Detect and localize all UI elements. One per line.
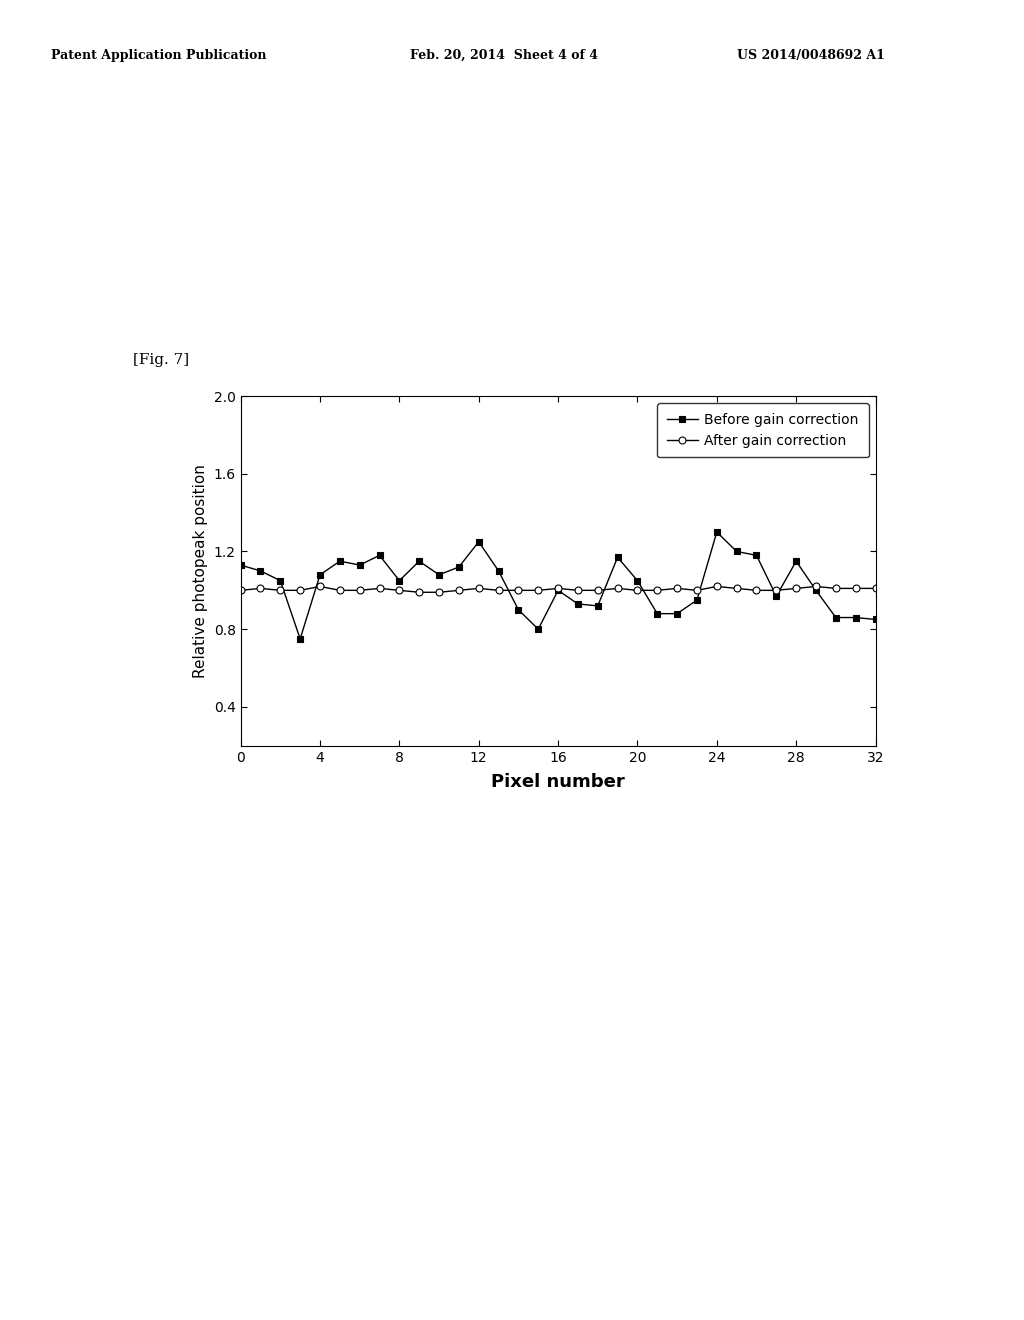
After gain correction	[631, 582, 644, 598]
Line: After gain correction: After gain correction	[238, 583, 879, 595]
Before gain correction	[552, 582, 564, 598]
Text: Feb. 20, 2014  Sheet 4 of 4: Feb. 20, 2014 Sheet 4 of 4	[410, 49, 598, 62]
Before gain correction	[791, 553, 803, 569]
After gain correction	[493, 582, 505, 598]
Before gain correction	[770, 589, 782, 605]
Before gain correction	[393, 573, 406, 589]
After gain correction	[691, 582, 703, 598]
After gain correction	[433, 585, 445, 601]
After gain correction	[353, 582, 366, 598]
Before gain correction	[493, 564, 505, 579]
Before gain correction	[334, 553, 346, 569]
Before gain correction	[353, 557, 366, 573]
Before gain correction	[850, 610, 862, 626]
Before gain correction	[730, 544, 742, 560]
Before gain correction	[453, 560, 465, 576]
Before gain correction	[751, 548, 763, 564]
Text: US 2014/0048692 A1: US 2014/0048692 A1	[737, 49, 885, 62]
After gain correction	[313, 578, 326, 594]
Before gain correction	[512, 602, 524, 618]
After gain correction	[592, 582, 604, 598]
After gain correction	[850, 581, 862, 597]
After gain correction	[791, 581, 803, 597]
After gain correction	[393, 582, 406, 598]
After gain correction	[532, 582, 545, 598]
After gain correction	[472, 581, 485, 597]
Before gain correction	[592, 598, 604, 614]
After gain correction	[413, 585, 425, 601]
Legend: Before gain correction, After gain correction: Before gain correction, After gain corre…	[657, 403, 868, 457]
Before gain correction	[294, 631, 306, 647]
Before gain correction	[829, 610, 842, 626]
Text: Patent Application Publication: Patent Application Publication	[51, 49, 266, 62]
After gain correction	[552, 581, 564, 597]
Before gain correction	[810, 582, 822, 598]
After gain correction	[453, 582, 465, 598]
Before gain correction	[472, 533, 485, 549]
Before gain correction	[433, 566, 445, 582]
After gain correction	[730, 581, 742, 597]
Text: [Fig. 7]: [Fig. 7]	[133, 352, 189, 367]
X-axis label: Pixel number: Pixel number	[492, 774, 625, 791]
After gain correction	[711, 578, 723, 594]
After gain correction	[571, 582, 584, 598]
After gain correction	[770, 582, 782, 598]
Line: Before gain correction: Before gain correction	[238, 528, 879, 643]
After gain correction	[254, 581, 266, 597]
After gain correction	[294, 582, 306, 598]
Before gain correction	[374, 548, 386, 564]
After gain correction	[869, 581, 882, 597]
Before gain correction	[691, 593, 703, 609]
Before gain correction	[711, 524, 723, 540]
After gain correction	[829, 581, 842, 597]
Before gain correction	[611, 549, 624, 565]
Before gain correction	[571, 597, 584, 612]
Before gain correction	[313, 566, 326, 582]
After gain correction	[651, 582, 664, 598]
After gain correction	[611, 581, 624, 597]
After gain correction	[512, 582, 524, 598]
After gain correction	[374, 581, 386, 597]
After gain correction	[334, 582, 346, 598]
After gain correction	[274, 582, 287, 598]
After gain correction	[810, 578, 822, 594]
Before gain correction	[274, 573, 287, 589]
Before gain correction	[671, 606, 683, 622]
Before gain correction	[651, 606, 664, 622]
Y-axis label: Relative photopeak position: Relative photopeak position	[194, 463, 208, 678]
Before gain correction	[254, 564, 266, 579]
Before gain correction	[413, 553, 425, 569]
Before gain correction	[869, 611, 882, 627]
After gain correction	[234, 582, 247, 598]
Before gain correction	[631, 573, 644, 589]
Before gain correction	[234, 557, 247, 573]
After gain correction	[671, 581, 683, 597]
Before gain correction	[532, 622, 545, 638]
After gain correction	[751, 582, 763, 598]
